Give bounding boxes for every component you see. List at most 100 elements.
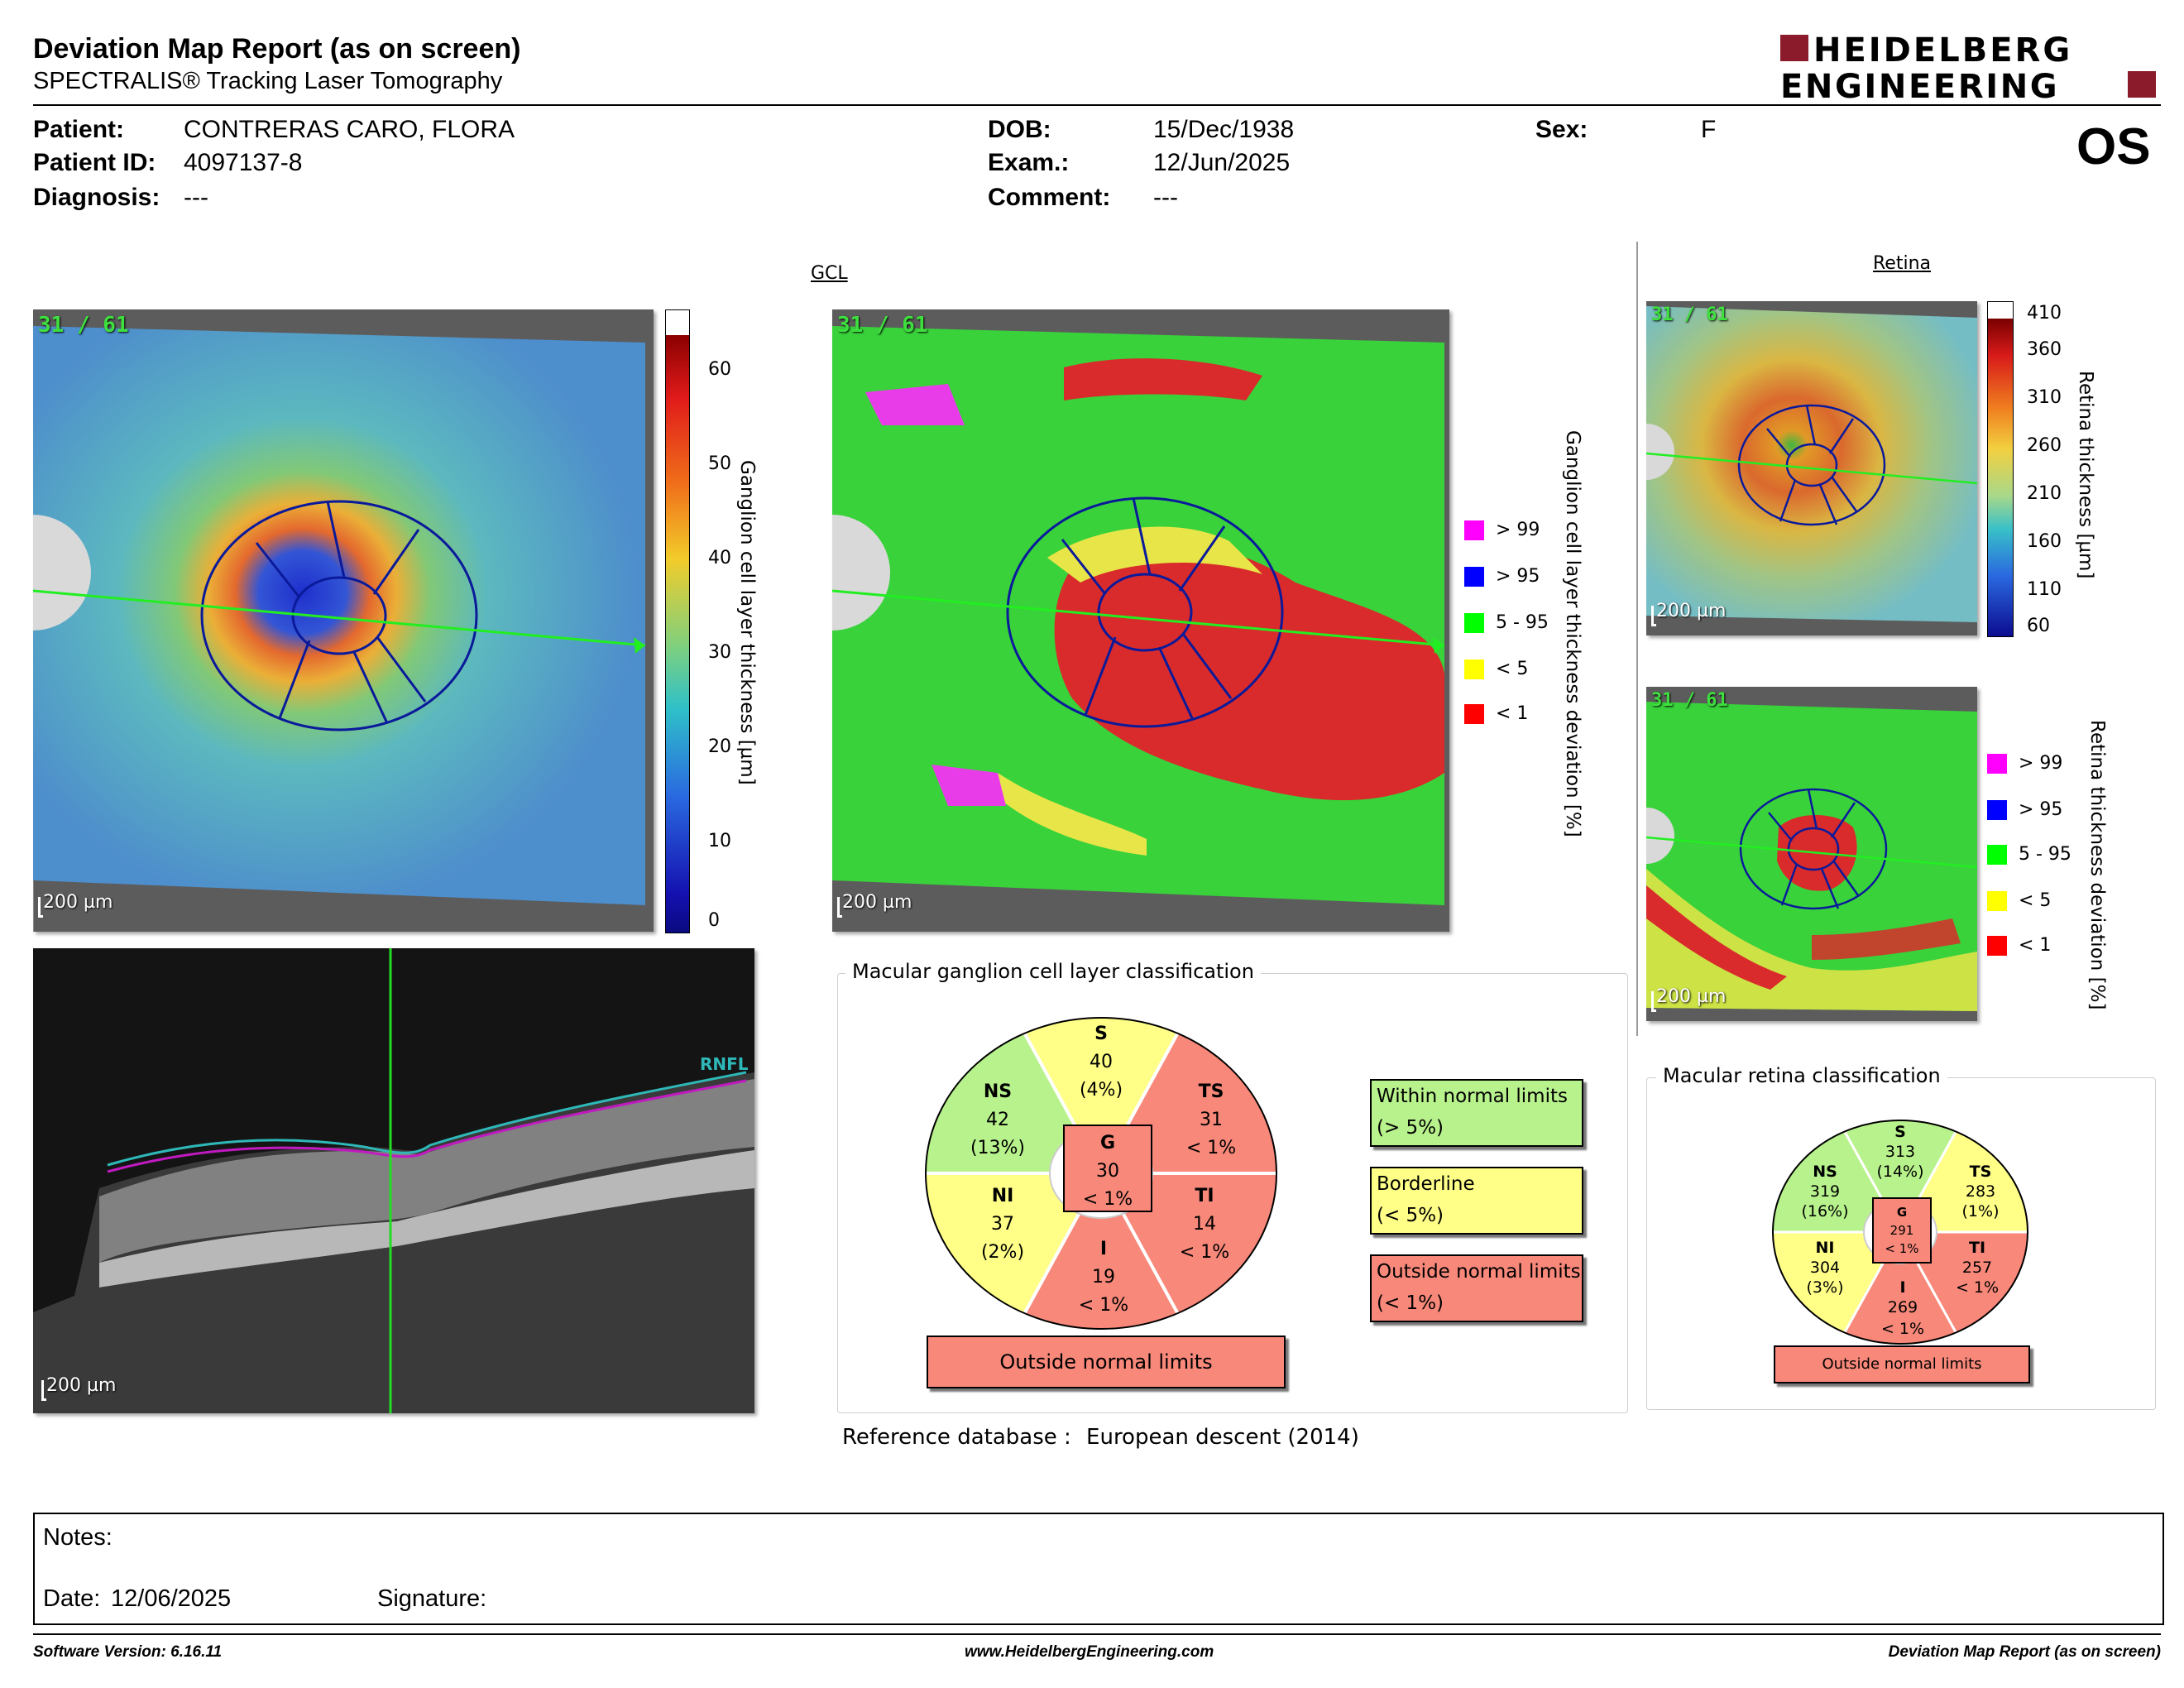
rnfl-label: RNFL <box>700 1054 749 1074</box>
retina-legend-1: < 1 <box>1987 935 2051 956</box>
signature-label: Signature: <box>377 1585 487 1612</box>
legend-swatch-5 <box>1464 659 1484 679</box>
retina-tick-360: 360 <box>2027 339 2062 360</box>
sector-ni-value: 37 <box>991 1214 1014 1235</box>
retina-sector-ti-name: TI <box>1969 1239 1985 1257</box>
retina-sector-ts-name: TS <box>1970 1163 1992 1181</box>
gcl-legend-1: < 1 <box>1464 703 1528 724</box>
sector-i <box>1011 1169 1191 1329</box>
retina-sector-i-value: 269 <box>1888 1298 1918 1316</box>
sector-ts-name: TS <box>1199 1081 1224 1102</box>
gcl-tick-30: 30 <box>708 642 731 663</box>
gcl-tick-0: 0 <box>708 910 720 931</box>
exam-label: Exam.: <box>988 149 1070 176</box>
gcl-dev-frame-counter: 31 / 61 <box>837 313 928 338</box>
key-within-normal-title: Within normal limits <box>1377 1086 1568 1107</box>
retina-sector-i <box>1834 1229 1966 1344</box>
retina-deviation-map: 31 / 61 200 µm <box>1646 687 1977 1021</box>
retina-tick-410: 410 <box>2027 303 2062 324</box>
gcl-scale-bar: 200 µm <box>37 892 113 918</box>
retina-scale-bar: 200 µm <box>1650 601 1727 626</box>
retina-sector-ns-value: 319 <box>1810 1182 1840 1201</box>
sector-ni-pct: (2%) <box>981 1242 1024 1263</box>
gcl-frame-counter: 31 / 61 <box>38 313 129 338</box>
retina-sector-s-value: 313 <box>1885 1143 1915 1161</box>
retina-sector-ts-value: 283 <box>1966 1182 1995 1201</box>
retina-sector-i-pct: < 1% <box>1881 1320 1924 1338</box>
patient-name: CONTRERAS CARO, FLORA <box>184 116 515 143</box>
retina-sector-s-pct: (14%) <box>1876 1163 1923 1181</box>
retina-sector-s-name: S <box>1894 1123 1906 1141</box>
reference-database: Reference database : European descent (2… <box>842 1425 1359 1450</box>
gcl-legend-5: < 5 <box>1464 659 1528 679</box>
sector-s-name: S <box>1094 1024 1108 1044</box>
heidelberg-logo: HEIDELBERG ENGINEERING <box>1780 30 2161 106</box>
legend-swatch-1 <box>1464 703 1484 724</box>
legend-swatch-5 <box>1987 890 2007 911</box>
date-value: 12/06/2025 <box>111 1585 232 1612</box>
legend-label: > 95 <box>2019 799 2063 820</box>
sector-ns-pct: (13%) <box>970 1138 1025 1158</box>
gcl-thickness-map: 31 / 61 200 µm <box>33 309 654 932</box>
sector-g-value: 30 <box>1096 1161 1119 1182</box>
retina-sector-g-name: G <box>1897 1205 1907 1220</box>
patient-label: Patient: <box>33 116 125 143</box>
reference-label: Reference database : <box>842 1425 1071 1450</box>
website-link[interactable]: www.HeidelbergEngineering.com <box>965 1643 1214 1661</box>
retina-dev-scale-bar: 200 µm <box>1650 986 1727 1012</box>
sector-ts-value: 31 <box>1200 1110 1223 1130</box>
legend-label: 5 - 95 <box>1496 612 1549 633</box>
retina-tick-160: 160 <box>2027 531 2062 552</box>
retina-sector-i-name: I <box>1899 1278 1905 1297</box>
retina-sector-ni-value: 304 <box>1810 1259 1840 1277</box>
legend-label: > 95 <box>1496 566 1540 587</box>
key-outside-normal: Outside normal limits (< 1%) <box>1370 1254 1583 1322</box>
gcl-sector-diagram: S 40 (4%) NS 42 (13%) TS 31 < 1% NI 37 (… <box>923 1014 1279 1332</box>
sector-ti-pct: < 1% <box>1180 1242 1229 1263</box>
retina-legend-99: > 99 <box>1987 753 2062 774</box>
gcl-tick-60: 60 <box>708 359 731 380</box>
legend-swatch-99 <box>1987 753 2007 774</box>
legend-label: < 5 <box>2019 890 2052 911</box>
retina-tick-60: 60 <box>2027 616 2050 636</box>
eye-indicator: OS <box>2076 118 2151 175</box>
retina-legend-5-95: 5 - 95 <box>1987 844 2071 865</box>
legend-swatch-5-95 <box>1464 612 1484 633</box>
retina-sector-ni-name: NI <box>1816 1239 1835 1257</box>
retina-deviation-axis-label: Retina thickness deviation [%] <box>2086 720 2108 1010</box>
diagnosis-label: Diagnosis: <box>33 184 160 211</box>
retina-sector-ni-pct: (3%) <box>1807 1278 1844 1297</box>
sector-s-pct: (4%) <box>1080 1080 1123 1101</box>
retina-legend-95: > 95 <box>1987 799 2062 820</box>
retina-tick-110: 110 <box>2027 579 2062 600</box>
sector-i-pct: < 1% <box>1079 1295 1128 1316</box>
gcl-deviation-map: 31 / 61 200 µm <box>832 309 1449 932</box>
exam-value: 12/Jun/2025 <box>1153 149 1291 176</box>
gcl-legend-99: > 99 <box>1464 520 1540 540</box>
logo-text-2: ENGINEERING <box>1780 68 2059 104</box>
logo-text-1: HEIDELBERG <box>1813 31 2072 70</box>
retina-sector-ti-pct: < 1% <box>1956 1278 1999 1297</box>
sex-value: F <box>1701 116 1717 143</box>
gcl-classification-result: Outside normal limits <box>927 1336 1286 1388</box>
key-borderline-title: Borderline <box>1377 1173 1475 1195</box>
bscan-scale-bar: 200 µm <box>41 1375 117 1401</box>
retina-sector-ti-value: 257 <box>1962 1259 1992 1277</box>
key-within-normal-range: (> 5%) <box>1377 1117 1444 1139</box>
retina-sector-g <box>1872 1197 1932 1264</box>
retina-classification-title: Macular retina classification <box>1656 1064 1947 1087</box>
footer-report-name: Deviation Map Report (as on screen) <box>1888 1643 2161 1661</box>
sex-label: Sex: <box>1535 116 1588 143</box>
footer-rule <box>33 1633 2161 1635</box>
notes-label: Notes: <box>43 1524 113 1551</box>
legend-label: < 5 <box>1496 659 1529 679</box>
sector-ns-name: NS <box>984 1081 1012 1102</box>
comment-value: --- <box>1153 184 1178 211</box>
retina-sector-ns-pct: (16%) <box>1801 1202 1848 1220</box>
retina-sector-g-pct: < 1% <box>1885 1241 1918 1256</box>
diagnosis-value: --- <box>184 184 208 211</box>
header-rule <box>33 104 2161 106</box>
patient-id-label: Patient ID: <box>33 149 156 176</box>
gcl-classification-title: Macular ganglion cell layer classificati… <box>845 960 1261 983</box>
notes-box[interactable]: Notes: Date: 12/06/2025 Signature: <box>33 1513 2164 1625</box>
